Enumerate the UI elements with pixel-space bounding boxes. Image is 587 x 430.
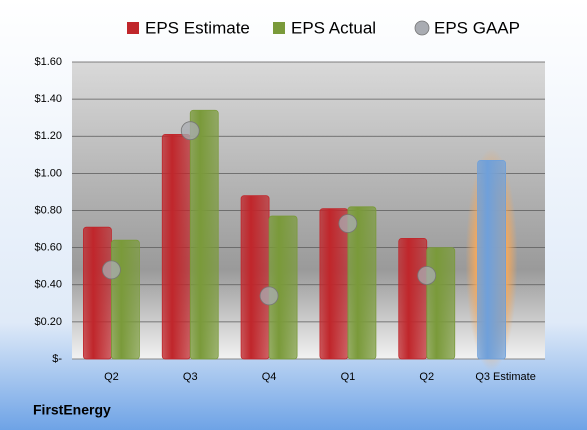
x-tick-label: Q3 Estimate (475, 371, 536, 383)
legend-marker (414, 20, 430, 36)
y-tick-label: $1.60 (34, 56, 62, 68)
footer: FirstEnergy (33, 402, 111, 418)
x-tick-label: Q2 (104, 371, 119, 383)
x-tick-label: Q3 (183, 371, 198, 383)
x-tick-label: Q1 (341, 371, 356, 383)
x-tick-label: Q4 (262, 371, 277, 383)
gaap-marker (259, 286, 279, 306)
y-tick-label: $0.20 (34, 316, 62, 328)
y-tick-label: $0.60 (34, 242, 62, 254)
legend-marker (273, 22, 285, 34)
gaap-marker (102, 260, 121, 280)
bar (189, 109, 219, 360)
gaap-marker (338, 214, 358, 233)
bar (111, 239, 140, 360)
legend-text: EPS GAAP (434, 18, 520, 37)
legend-text: EPS Estimate (145, 18, 250, 37)
bar (240, 195, 270, 360)
bar (426, 247, 456, 360)
bar (477, 159, 506, 360)
bar (83, 226, 112, 360)
legend-marker (127, 22, 139, 34)
bar (347, 206, 377, 360)
y-tick-label: $1.20 (34, 130, 62, 142)
legend-text: EPS Actual (291, 18, 376, 37)
y-tick-label: $0.80 (34, 204, 62, 216)
y-tick-label: $1.00 (34, 167, 62, 179)
gaap-marker (180, 121, 200, 141)
gaap-marker (417, 266, 437, 285)
x-tick-label: Q2 (419, 371, 434, 383)
y-tick-label: $0.40 (34, 279, 62, 291)
y-tick-label: $- (52, 353, 62, 365)
bar (161, 133, 191, 360)
bar (398, 237, 428, 360)
y-tick-label: $1.40 (34, 93, 62, 105)
